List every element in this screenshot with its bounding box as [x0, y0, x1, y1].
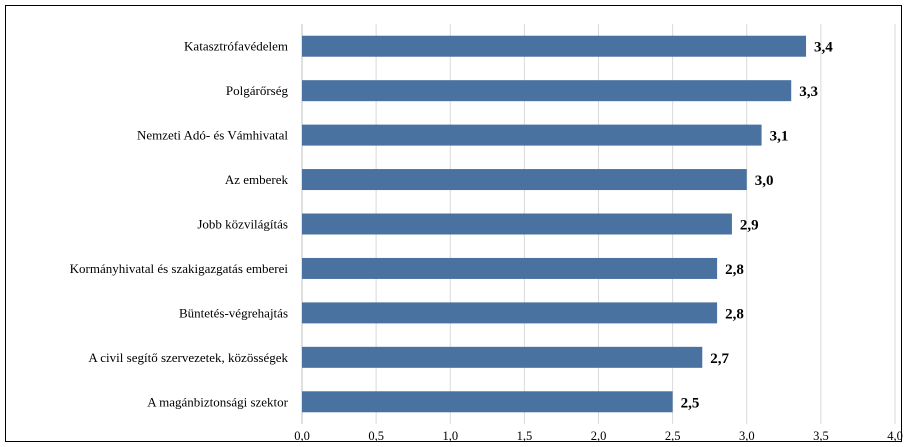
category-label: Az emberek [225, 172, 289, 187]
bar [302, 213, 732, 235]
bar [302, 124, 762, 146]
x-tick-label: 1,0 [442, 429, 458, 443]
x-tick-label: 3,0 [739, 429, 755, 443]
category-label: Katasztrófavédelem [184, 39, 288, 54]
data-label: 3,4 [814, 40, 833, 56]
bar [302, 391, 673, 413]
x-tick-label: 0,5 [368, 429, 384, 443]
bar [302, 35, 807, 57]
category-label: Kormányhivatal és szakigazgatás emberei [70, 261, 289, 276]
x-tick-label: 2,0 [591, 429, 607, 443]
bar [302, 302, 718, 324]
data-label: 2,8 [725, 262, 744, 278]
category-label: A civil segítő szervezetek, közösségek [88, 350, 288, 365]
bar [302, 257, 718, 279]
category-label: Polgárőrség [226, 83, 289, 98]
data-label: 3,3 [799, 84, 818, 100]
data-label: 2,9 [740, 218, 759, 234]
bar [302, 346, 703, 368]
bar [302, 169, 747, 191]
data-label: 3,0 [755, 173, 774, 189]
x-tick-label: 3,5 [813, 429, 829, 443]
bar [302, 80, 792, 102]
data-label: 2,8 [725, 306, 744, 322]
category-label: Nemzeti Adó- és Vámhivatal [137, 128, 288, 143]
category-label: Jobb közvilágítás [197, 217, 288, 232]
data-label: 2,5 [681, 395, 700, 411]
x-tick-label: 2,5 [665, 429, 681, 443]
category-label: A magánbiztonsági szektor [147, 394, 288, 409]
data-label: 2,7 [710, 351, 729, 367]
x-tick-label: 4,0 [887, 429, 903, 443]
data-label: 3,1 [770, 129, 789, 145]
category-label: Büntetés-végrehajtás [179, 305, 288, 320]
x-tick-label: 1,5 [517, 429, 533, 443]
x-tick-label: 0,0 [294, 429, 310, 443]
